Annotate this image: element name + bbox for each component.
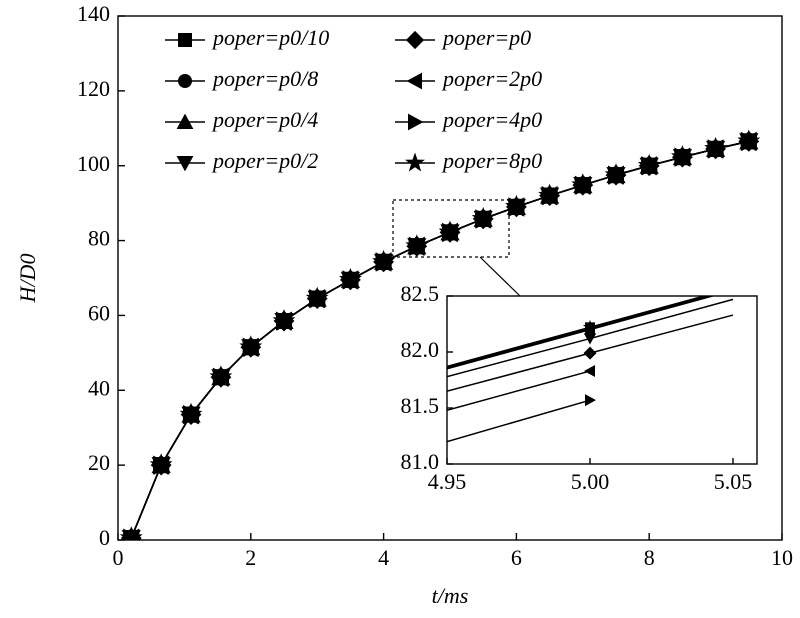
marker <box>670 145 694 167</box>
legend-marker <box>178 74 192 88</box>
x-axis-label: t/ms <box>432 583 469 608</box>
y-tick-label: 40 <box>88 375 110 400</box>
y-tick-label: 120 <box>77 76 110 101</box>
marker <box>179 402 203 425</box>
marker <box>239 335 263 357</box>
y-tick-label: 60 <box>88 300 110 325</box>
x-tick-label: 8 <box>644 545 655 570</box>
marker <box>209 365 233 387</box>
marker <box>504 194 528 217</box>
legend-label: poper=p0/10 <box>211 25 329 50</box>
legend-label: poper=p0 <box>441 25 531 50</box>
x-tick-label: 5.00 <box>571 469 610 494</box>
y-tick-label: 100 <box>77 151 110 176</box>
series-line <box>447 399 591 443</box>
plot-frame <box>117 15 783 541</box>
y-axis-label: H/D0 <box>15 254 40 304</box>
x-tick-label: 2 <box>245 545 256 570</box>
marker <box>372 249 396 272</box>
marker <box>272 309 296 331</box>
x-tick-label: 4.95 <box>428 469 467 494</box>
plot-area <box>119 129 761 540</box>
legend-label: poper=2p0 <box>441 66 542 91</box>
legend-marker <box>408 113 424 131</box>
legend-marker <box>178 33 192 47</box>
marker <box>338 267 362 290</box>
marker <box>119 526 143 540</box>
x-tick-label: 6 <box>511 545 522 570</box>
y-tick-label: 0 <box>99 525 110 550</box>
marker <box>149 453 173 475</box>
zoom-connector <box>479 256 521 297</box>
marker <box>405 234 429 256</box>
legend-label: poper=p0/8 <box>211 66 318 91</box>
y-tick-label: 140 <box>77 1 110 26</box>
marker <box>584 365 595 378</box>
legend-marker <box>405 30 425 50</box>
legend-label: poper=8p0 <box>441 148 542 173</box>
zoom-box <box>392 199 510 258</box>
legend-marker <box>176 113 194 129</box>
x-tick-label: 0 <box>113 545 124 570</box>
legend-label: poper=4p0 <box>441 107 542 132</box>
plot-area <box>447 296 734 443</box>
y-tick-label: 82.0 <box>401 337 440 362</box>
marker <box>571 173 595 195</box>
marker <box>471 206 495 229</box>
marker <box>585 394 596 407</box>
y-tick-label: 20 <box>88 450 110 475</box>
y-tick-label: 81.0 <box>401 449 440 474</box>
marker <box>438 220 462 243</box>
series-line <box>447 370 591 411</box>
marker <box>582 319 598 334</box>
x-tick-label: 5.05 <box>714 469 753 494</box>
legend-label: poper=p0/2 <box>211 148 318 173</box>
marker <box>737 129 761 152</box>
marker <box>704 136 728 159</box>
marker <box>584 333 596 345</box>
legend-marker <box>405 152 425 172</box>
x-tick-label: 10 <box>771 545 793 570</box>
legend-marker <box>176 156 194 172</box>
y-tick-label: 80 <box>88 226 110 251</box>
y-tick-label: 81.5 <box>401 393 440 418</box>
marker <box>538 183 562 206</box>
x-tick-label: 4 <box>378 545 389 570</box>
legend-label: poper=p0/4 <box>211 107 318 132</box>
marker <box>637 153 661 176</box>
legend-marker <box>406 72 422 90</box>
y-tick-label: 82.5 <box>401 281 440 306</box>
marker <box>604 163 628 185</box>
marker <box>305 286 329 309</box>
marker <box>583 346 597 360</box>
